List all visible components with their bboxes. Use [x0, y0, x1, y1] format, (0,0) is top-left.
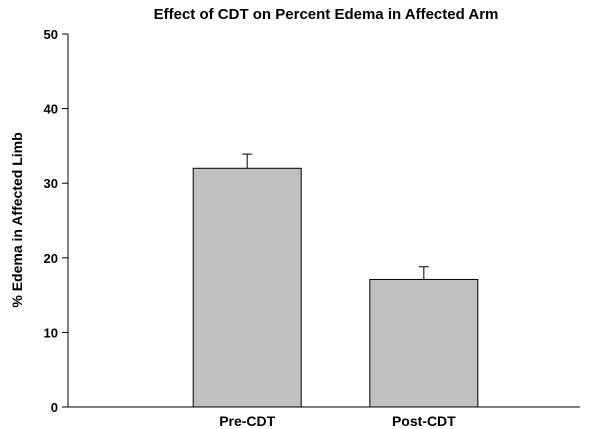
y-tick-label: 50 — [44, 27, 58, 42]
y-tick-label: 20 — [44, 251, 58, 266]
y-tick-label: 0 — [51, 400, 58, 415]
y-tick-label: 40 — [44, 102, 58, 117]
bar — [192, 167, 302, 408]
x-tick-label: Pre-CDT — [219, 413, 275, 429]
x-tick-label: Post-CDT — [392, 413, 456, 429]
chart-title: Effect of CDT on Percent Edema in Affect… — [154, 6, 499, 23]
bar — [369, 278, 479, 408]
y-axis-label: % Edema in Affected Limb — [9, 132, 25, 307]
y-tick-label: 30 — [44, 176, 58, 191]
y-tick-label: 10 — [44, 325, 58, 340]
